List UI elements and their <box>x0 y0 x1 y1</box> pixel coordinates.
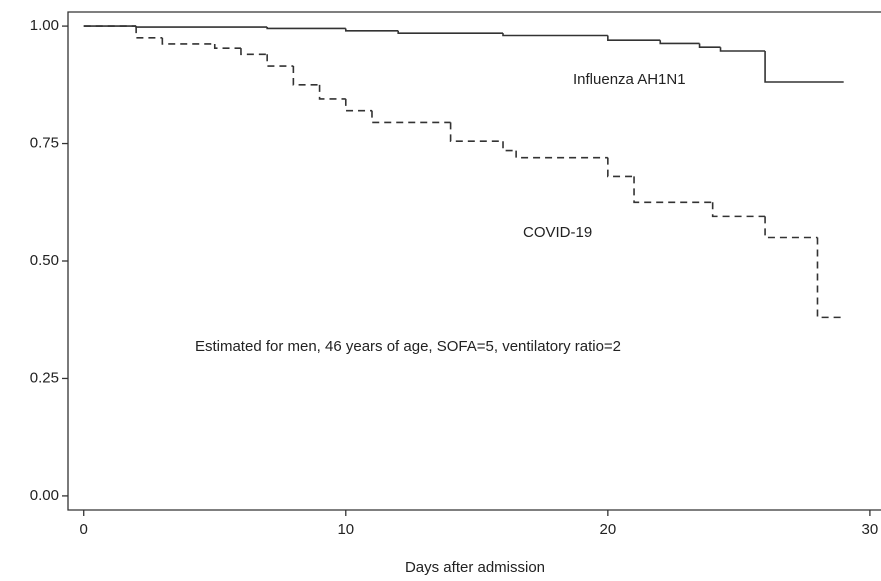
survival-step <box>659 40 700 45</box>
x-tick-label: 20 <box>599 521 616 538</box>
survival-step <box>344 98 372 112</box>
y-tick-label: 0.00 <box>30 487 59 504</box>
series-label: Influenza AH1N1 <box>573 71 686 88</box>
survival-step <box>371 110 451 124</box>
survival-step <box>502 33 608 37</box>
survival-step <box>318 84 346 100</box>
survival-step <box>719 47 766 52</box>
survival-step <box>397 30 504 34</box>
survival-step <box>135 26 268 28</box>
survival-step <box>764 216 818 239</box>
survival-step <box>633 176 713 204</box>
survival-step <box>292 66 320 86</box>
survival-step <box>698 43 721 49</box>
x-tick-label: 30 <box>862 521 879 538</box>
survival-step <box>502 141 517 152</box>
survival-step <box>135 26 163 39</box>
x-axis-label: Days after admission <box>405 559 545 576</box>
series-label: COVID-19 <box>523 224 592 241</box>
y-tick-label: 0.75 <box>30 135 59 152</box>
survival-step <box>344 28 399 32</box>
survival-step <box>161 37 215 45</box>
survival-step <box>240 48 268 56</box>
survival-step <box>515 150 608 159</box>
survival-step <box>607 35 661 41</box>
survival-step <box>213 43 241 49</box>
survival-step <box>607 157 635 178</box>
y-tick-label: 0.25 <box>30 369 59 386</box>
axis-frame <box>67 11 881 511</box>
survival-step <box>266 54 294 67</box>
x-tick-label: 10 <box>337 521 354 538</box>
y-tick-label: 1.00 <box>30 17 59 34</box>
survival-step <box>711 202 766 218</box>
survival-step <box>266 27 346 30</box>
annotation: Estimated for men, 46 years of age, SOFA… <box>195 338 621 355</box>
x-tick-label: 0 <box>80 521 88 538</box>
y-tick-label: 0.50 <box>30 252 59 269</box>
survival-step <box>449 122 504 142</box>
survival-step <box>764 50 844 83</box>
survival-step <box>816 237 844 319</box>
